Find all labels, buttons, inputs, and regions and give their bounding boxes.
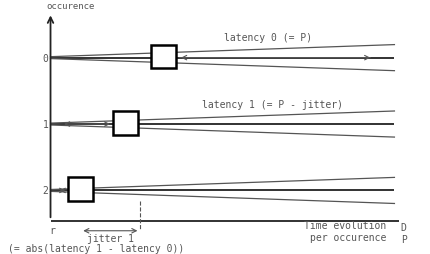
Text: 1: 1: [43, 120, 49, 130]
Text: 0: 0: [43, 53, 49, 64]
Text: r: r: [50, 225, 55, 235]
Text: occurence: occurence: [46, 2, 95, 11]
Text: jitter 1: jitter 1: [87, 233, 134, 243]
Text: 2: 2: [43, 186, 49, 196]
Text: latency 1 (= P - jitter): latency 1 (= P - jitter): [202, 100, 343, 109]
Bar: [68, 178, 93, 201]
Text: latency 0 (= P): latency 0 (= P): [224, 33, 312, 43]
Bar: [113, 112, 138, 135]
Text: D
P: D P: [401, 223, 407, 244]
Bar: [151, 45, 176, 69]
Text: (= abs(latency 1 - latency 0)): (= abs(latency 1 - latency 0)): [8, 243, 184, 253]
Text: Time evolution
per occurence: Time evolution per occurence: [304, 220, 386, 243]
